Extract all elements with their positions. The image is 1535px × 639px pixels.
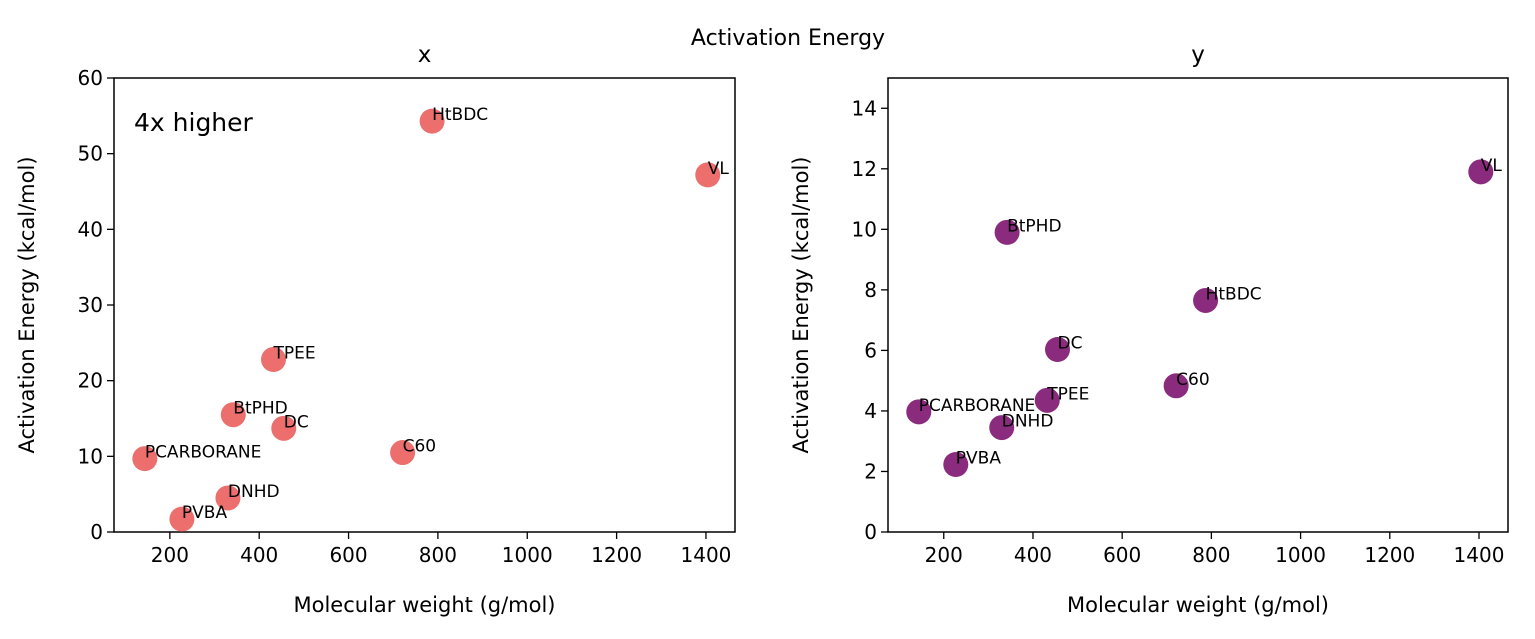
y-tick-label: 6: [864, 338, 877, 362]
y-tick-label: 14: [852, 96, 877, 120]
scatter-point: [994, 219, 1020, 245]
point-label: HtBDC: [1206, 284, 1262, 304]
scatter-point: [1044, 336, 1070, 362]
point-label: HtBDC: [432, 105, 488, 125]
y-tick-label: 40: [78, 217, 103, 241]
scatter-point: [1193, 287, 1219, 313]
point-label: BtPHD: [233, 399, 287, 419]
x-tick-label: 1200: [591, 543, 642, 567]
point-label: DNHD: [1002, 412, 1054, 432]
y-tick-label: 50: [78, 142, 103, 166]
point-label: TPEE: [272, 343, 315, 363]
point-label: PCARBORANE: [919, 396, 1036, 416]
scatter-point: [419, 108, 445, 134]
scatter-point: [695, 162, 721, 188]
point-label: C60: [1176, 370, 1210, 390]
y-axis-label: Activation Energy (kcal/mol): [15, 156, 39, 453]
point-label: PVBA: [956, 449, 1002, 469]
scatter-point: [943, 452, 969, 478]
scatter-point: [132, 446, 158, 472]
x-tick-label: 1400: [1454, 543, 1505, 567]
y-tick-label: 8: [864, 278, 877, 302]
y-tick-label: 10: [852, 217, 877, 241]
scatter-point: [1468, 159, 1494, 185]
x-tick-label: 400: [240, 543, 278, 567]
x-tick-label: 600: [1103, 543, 1141, 567]
scatter-point: [220, 402, 246, 428]
y-tick-label: 60: [78, 66, 103, 90]
point-label: BtPHD: [1007, 216, 1061, 236]
x-tick-label: 1200: [1364, 543, 1415, 567]
point-label: VL: [1481, 156, 1503, 176]
x-tick-label: 800: [1192, 543, 1230, 567]
x-tick-label: 800: [419, 543, 457, 567]
y-axis-label: Activation Energy (kcal/mol): [789, 156, 813, 453]
scatter-point: [1163, 373, 1189, 399]
scatter-point: [1034, 387, 1060, 413]
plot-frame: [113, 77, 736, 533]
scatter-point: [260, 346, 286, 372]
point-label: VL: [708, 159, 730, 179]
subplot-x: 200 400 600 800 1000 1200 1400 0 10 20 30 40 50 60 Mol…: [15, 42, 736, 617]
x-axis-label: Molecular weight (g/mol): [1067, 593, 1329, 617]
point-label: DC: [1057, 333, 1082, 353]
x-tick-label: 1000: [502, 543, 553, 567]
plot-frame: [887, 77, 1509, 533]
scatter-point: [390, 440, 416, 466]
figure-suptitle: Activation Energy: [691, 26, 885, 51]
x-axis-label: Molecular weight (g/mol): [294, 593, 556, 617]
x-tick-label: 1000: [1275, 543, 1326, 567]
y-tick-label: 12: [852, 157, 877, 181]
x-tick-label: 200: [151, 543, 189, 567]
y-tick-label: 10: [78, 444, 103, 468]
subplot-y: 200 400 600 800 1000 1200 1400 0 2 4 6 8 10 12 14 Molec…: [789, 42, 1509, 617]
scatter-point: [989, 415, 1015, 441]
subplot-title: x: [418, 42, 432, 68]
point-label: TPEE: [1046, 384, 1089, 404]
point-label: DNHD: [228, 482, 280, 502]
point-label: PVBA: [182, 503, 228, 523]
y-tick-label: 0: [864, 520, 877, 544]
scatter-point: [271, 415, 297, 441]
x-tick-label: 200: [925, 543, 963, 567]
plot-annotation: 4x higher: [134, 108, 254, 137]
y-tick-label: 20: [78, 369, 103, 393]
y-tick-label: 0: [90, 520, 103, 544]
y-tick-label: 4: [864, 399, 877, 423]
point-label: PCARBORANE: [145, 443, 262, 463]
scatter-point: [215, 485, 241, 511]
x-tick-label: 600: [329, 543, 367, 567]
subplot-title: y: [1191, 42, 1205, 68]
y-tick-label: 30: [78, 293, 103, 317]
scatter-point: [906, 399, 932, 425]
point-label: C60: [403, 437, 437, 457]
scatter-point: [169, 506, 195, 532]
x-tick-label: 1400: [681, 543, 732, 567]
x-tick-label: 400: [1014, 543, 1052, 567]
y-tick-label: 2: [864, 459, 877, 483]
point-label: DC: [284, 412, 309, 432]
